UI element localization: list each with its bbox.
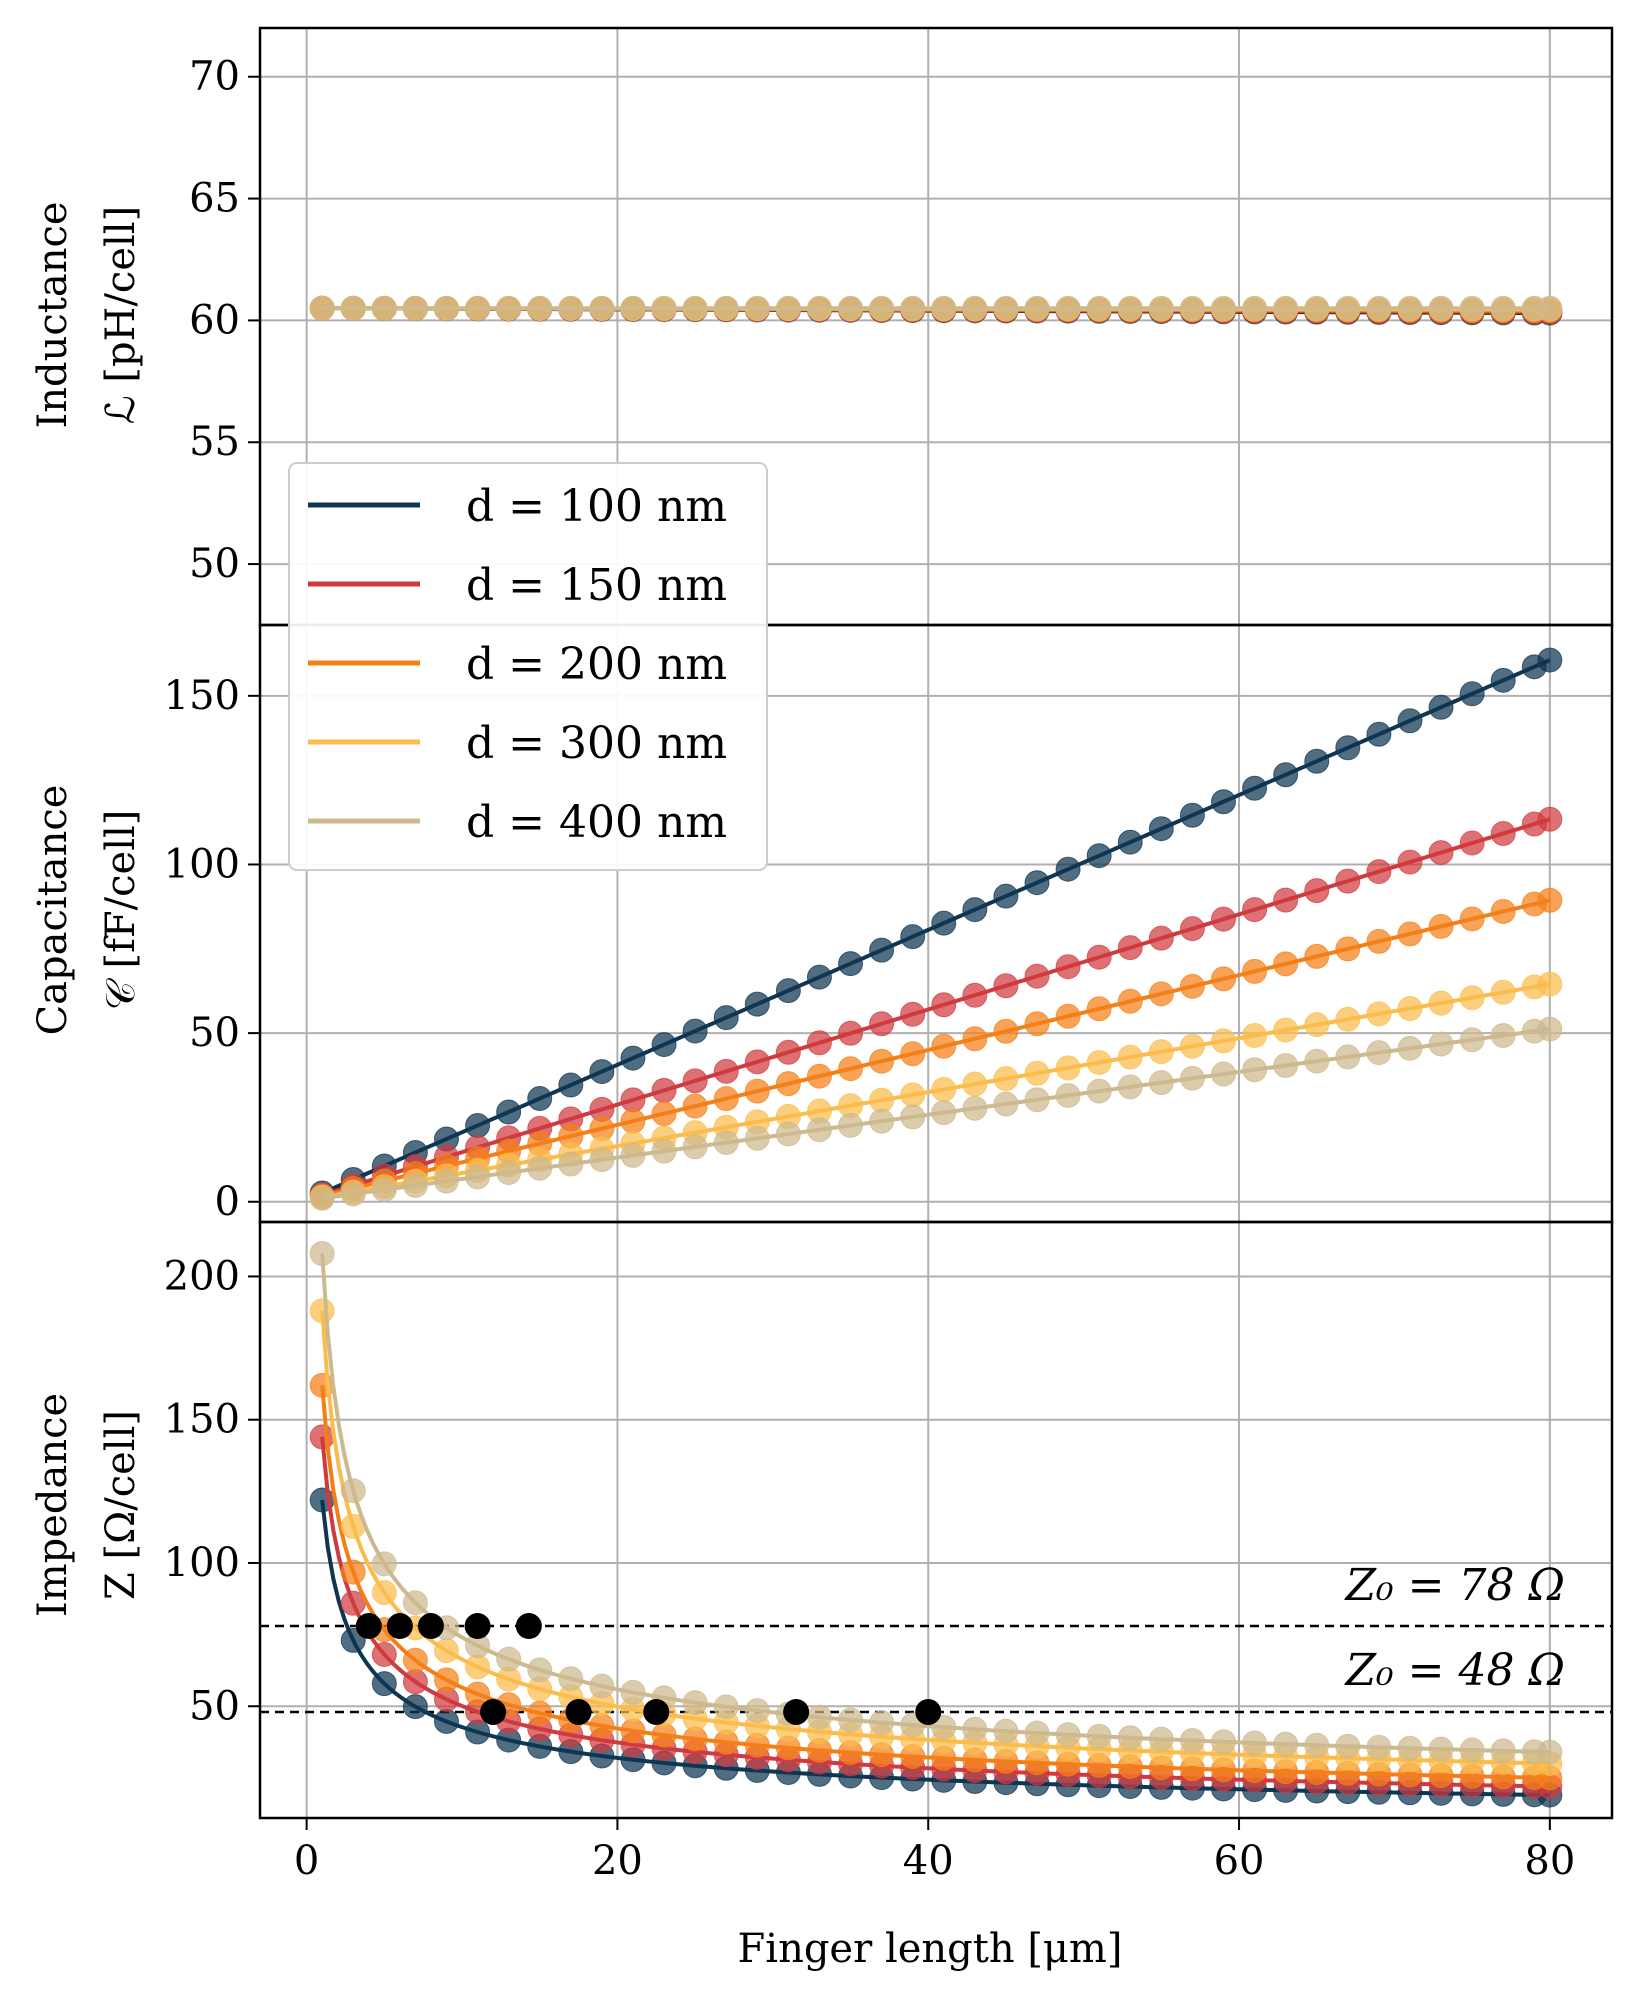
inductance-ytick-label-60: 60 — [189, 297, 240, 343]
x-tick-label-20: 20 — [592, 1838, 643, 1884]
capacitance-point-d100-80 — [1537, 647, 1563, 673]
x-tick-label-60: 60 — [1214, 1838, 1265, 1884]
impedance-match-point-6 — [565, 1698, 592, 1725]
impedance-line-d200 — [320, 1385, 1550, 1780]
inductance-ylabel-line2: ℒ [pH/cell] — [98, 206, 144, 424]
legend-label-d200: d = 200 nm — [466, 639, 727, 690]
capacitance-series-group — [309, 647, 1563, 1211]
inductance-ylabel-line1: Inductance — [30, 201, 76, 428]
legend-label-d300: d = 300 nm — [466, 718, 727, 769]
x-tick-label-80: 80 — [1524, 1838, 1575, 1884]
impedance-ylabel-line1: Impedance — [30, 1393, 76, 1617]
z0-48-label: Z₀ = 48 Ω — [1343, 1645, 1565, 1696]
legend-label-d150: d = 150 nm — [466, 560, 727, 611]
capacitance-ytick-label-150: 150 — [164, 673, 240, 719]
capacitance-line-d300 — [321, 982, 1551, 1200]
impedance-match-point-4 — [515, 1613, 542, 1640]
capacitance-line-d400 — [321, 1027, 1551, 1201]
inductance-ytick-label-50: 50 — [189, 541, 240, 587]
capacitance-ytick-label-100: 100 — [164, 841, 240, 887]
data-layer — [260, 295, 1612, 1808]
impedance-frame — [258, 1220, 1614, 1820]
capacitance-line-d200 — [321, 898, 1551, 1198]
impedance-series-group — [260, 1241, 1612, 1808]
impedance-line-d400 — [320, 1253, 1550, 1755]
legend-label-d400: d = 400 nm — [466, 797, 727, 848]
inductance-ytick-label-70: 70 — [189, 54, 240, 100]
capacitance-ylabel-line2: 𝒞 [fF/cell] — [98, 810, 144, 1011]
capacitance-ylabel-line1: Capacitance — [30, 785, 76, 1036]
capacitance-line-d100 — [321, 658, 1551, 1195]
capacitance-ytick-label-0: 0 — [215, 1179, 240, 1225]
impedance-match-point-7 — [643, 1698, 670, 1725]
capacitance-ytick-label-50: 50 — [189, 1010, 240, 1056]
x-tick-label-40: 40 — [903, 1838, 954, 1884]
impedance-match-point-1 — [386, 1613, 413, 1640]
tick-layer: 50 55 60 65 70 0 50 100 150 50 100 150 200 0 20 40 60 80 — [164, 54, 1576, 1884]
legend-label-d100: d = 100 nm — [466, 481, 727, 532]
legend: d = 100 nm d = 150 nm d = 200 nm d = 300… — [288, 462, 768, 871]
impedance-match-point-3 — [464, 1613, 491, 1640]
inductance-ytick-label-55: 55 — [189, 419, 240, 465]
impedance-match-point-5 — [480, 1698, 507, 1725]
impedance-ytick-label-50: 50 — [189, 1683, 240, 1729]
impedance-ylabel-line2: Z [Ω/cell] — [98, 1410, 144, 1600]
impedance-ytick-label-200: 200 — [164, 1253, 240, 1299]
capacitance-line-d150 — [321, 817, 1551, 1197]
impedance-match-point-2 — [417, 1613, 444, 1640]
inductance-ytick-label-65: 65 — [189, 176, 240, 222]
z0-78-label: Z₀ = 78 Ω — [1343, 1560, 1565, 1611]
inductance-series-group — [309, 295, 1563, 326]
impedance-ytick-label-150: 150 — [164, 1397, 240, 1443]
x-axis-label: Finger length [μm] — [738, 1926, 1123, 1972]
impedance-match-point-8 — [783, 1698, 810, 1725]
legend-box — [288, 462, 768, 871]
impedance-match-point-0 — [355, 1613, 382, 1640]
impedance-match-point-9 — [915, 1698, 942, 1725]
impedance-ytick-label-100: 100 — [164, 1540, 240, 1586]
grid-layer — [260, 28, 1612, 1818]
frame-layer — [258, 26, 1614, 1820]
x-tick-label-0: 0 — [294, 1838, 319, 1884]
